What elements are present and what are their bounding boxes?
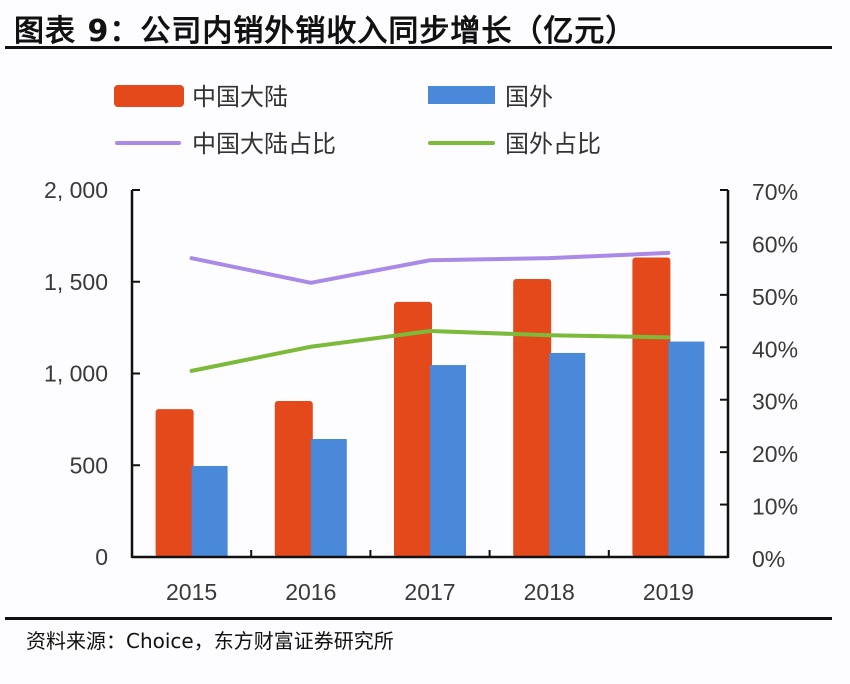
x-tick-label: 2018 [524,579,575,605]
left-tick-label: 1, 000 [44,361,108,387]
right-tick-label: 0% [752,546,785,572]
footer-rule [5,617,832,620]
lines-layer [189,250,671,373]
legend: 中国大陆 国外 中国大陆占比 国外占比 [114,83,601,158]
right-tick-label: 30% [752,389,798,415]
x-tick-label: 2019 [643,579,694,605]
bar-overseas-2015 [191,465,228,557]
right-tick-label: 50% [752,284,798,310]
legend-label-overseas-share: 国外占比 [505,130,601,158]
bar-mainland-2015 [155,409,194,557]
legend-swatch-mainland-share [115,141,181,145]
bar-overseas-2018 [549,352,586,557]
axes-layer [130,189,730,559]
right-tick-label: 20% [752,441,798,467]
left-tick-label: 0 [95,544,108,570]
figure-title: 图表 9：公司内销外销收入同步增长（亿元） [14,14,637,49]
right-tick-label: 40% [752,336,798,362]
left-tick-label: 2, 000 [44,177,108,203]
x-tick-label: 2015 [166,579,217,605]
bar-overseas-2016 [310,439,347,557]
line-mainland-share [189,250,671,285]
legend-label-overseas: 国外 [505,83,553,111]
legend-swatch-overseas-share [428,141,495,145]
bar-mainland-2019 [632,257,671,557]
bar-mainland-2017 [394,301,432,557]
bars-layer [155,257,705,557]
legend-swatch-mainland [114,85,184,107]
bar-overseas-2017 [430,365,466,557]
legend-label-mainland-share: 中国大陆占比 [192,130,336,158]
legend-label-mainland: 中国大陆 [192,83,288,111]
source-note: 资料来源：Choice，东方财富证券研究所 [26,629,394,653]
right-tick-label: 60% [752,231,798,257]
tick-labels-layer: 0 500 1, 000 1, 500 2, 000 0% 10% 20% 30% 40% 50% 6… [44,177,798,605]
right-tick-label: 70% [752,179,798,205]
left-tick-label: 1, 500 [44,269,108,295]
title-underline [5,46,832,49]
x-tick-label: 2017 [404,579,455,605]
left-tick-label: 500 [70,452,108,478]
right-tick-label: 10% [752,494,798,520]
bar-mainland-2018 [513,278,552,557]
legend-swatch-overseas [428,86,495,104]
bar-mainland-2016 [274,401,313,557]
x-tick-label: 2016 [285,579,336,605]
bar-overseas-2019 [668,341,705,557]
